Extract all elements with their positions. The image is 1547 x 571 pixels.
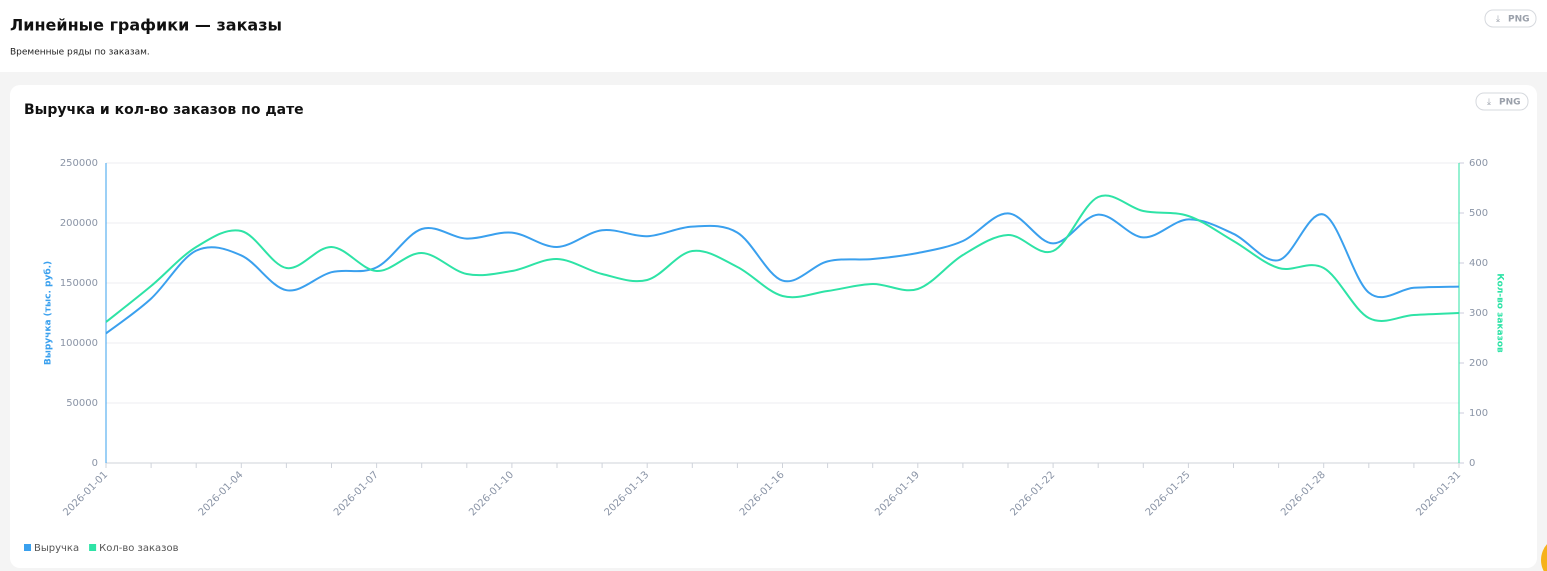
page-subtitle: Временные ряды по заказам.: [10, 48, 150, 58]
series-line: [105, 194, 1460, 323]
svg-text:⤓: ⤓: [1496, 15, 1500, 25]
png-button[interactable]: ⤓ PNG: [1475, 92, 1529, 111]
legend-label: Кол-во заказов: [99, 543, 178, 554]
series-line: [105, 212, 1460, 335]
y2-tick-label: 300: [1469, 308, 1488, 319]
button-label: PNG: [1499, 98, 1521, 108]
y-tick-label: 50000: [66, 398, 98, 409]
page-title: Линейные графики — заказы: [10, 16, 282, 35]
y2-tick-label: 500: [1469, 208, 1488, 219]
header-bg: [0, 0, 1547, 72]
png-button[interactable]: ⤓ PNG: [1484, 9, 1537, 28]
y-tick-label: 150000: [60, 278, 98, 289]
y-tick-label: 200000: [60, 218, 98, 229]
button-label: PNG: [1508, 15, 1530, 25]
y2-tick-label: 600: [1469, 158, 1488, 169]
y-axis-label: Выручка (тыс. руб.): [43, 261, 54, 365]
y2-axis-label: Кол-во заказов: [1495, 273, 1505, 353]
y2-tick-label: 200: [1469, 358, 1488, 369]
legend-label: Выручка: [34, 543, 79, 554]
help-bubble[interactable]: [1541, 536, 1547, 571]
chart-title: Выручка и кол-во заказов по дате: [24, 102, 304, 118]
y2-tick-label: 0: [1469, 458, 1475, 469]
y-tick-label: 250000: [60, 158, 98, 169]
y-tick-label: 0: [92, 458, 98, 469]
chart-card: [10, 85, 1537, 568]
legend-swatch: [89, 544, 97, 551]
svg-text:⤓: ⤓: [1487, 98, 1491, 108]
y2-tick-label: 100: [1469, 408, 1488, 419]
y-tick-label: 100000: [60, 338, 98, 349]
y2-tick-label: 400: [1469, 258, 1488, 269]
legend-swatch: [24, 544, 31, 551]
